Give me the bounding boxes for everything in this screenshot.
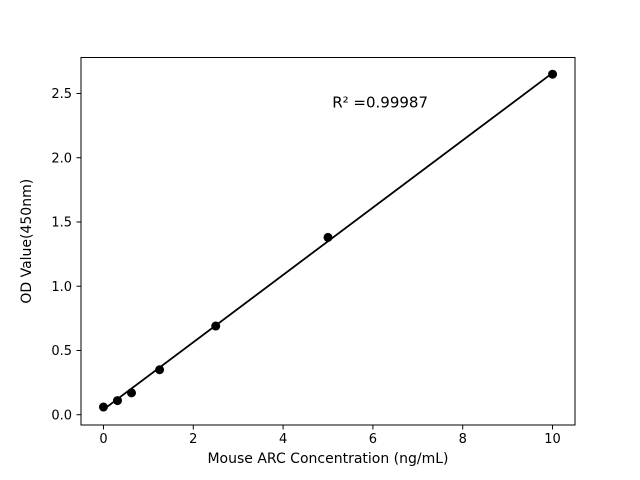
x-tick-label: 4 — [279, 432, 287, 447]
y-tick-label: 0.5 — [51, 344, 72, 359]
y-tick-label: 0.0 — [51, 408, 72, 423]
y-tick-label: 2.0 — [51, 151, 72, 166]
x-tick-label: 0 — [99, 432, 107, 447]
y-tick-label: 1.0 — [51, 280, 72, 295]
x-axis-label: Mouse ARC Concentration (ng/mL) — [207, 451, 448, 467]
y-tick-label: 1.5 — [51, 216, 72, 231]
x-tick-label: 2 — [189, 432, 197, 447]
data-point — [548, 69, 558, 79]
data-point — [211, 321, 221, 331]
data-point — [155, 365, 165, 375]
axes-spines — [80, 57, 576, 426]
data-point — [98, 402, 108, 412]
x-tick-label: 8 — [459, 432, 467, 447]
plot-area: 0 2 4 6 8 10 0.0 0.5 1.0 1.5 2.0 2.5 — [51, 57, 576, 447]
y-tick-label: 2.5 — [51, 87, 72, 102]
data-point — [112, 396, 122, 406]
data-point — [127, 388, 137, 398]
data-point — [323, 232, 333, 242]
x-tick-label: 6 — [369, 432, 377, 447]
x-tick-label: 10 — [544, 432, 561, 447]
y-axis-label: OD Value(450nm) — [19, 179, 35, 304]
r-squared-annotation: R² =0.99987 — [332, 93, 428, 111]
